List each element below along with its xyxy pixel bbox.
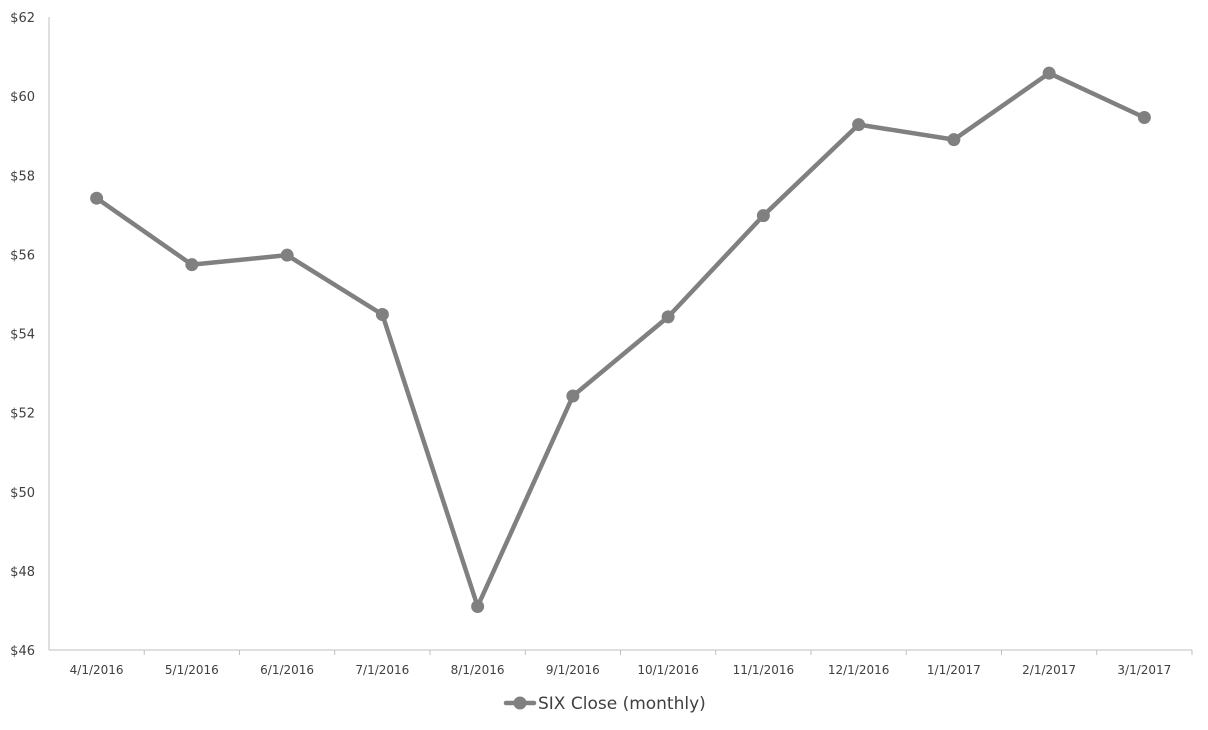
x-tick-label: 11/1/2016 <box>733 663 795 677</box>
y-axis: $46 $48 $50 $52 $54 $56 $58 $60 $62 <box>10 11 50 659</box>
data-point <box>1042 66 1056 80</box>
y-tick-label: $46 <box>10 644 35 659</box>
x-tick-label: 9/1/2016 <box>546 663 600 677</box>
series-layer <box>90 66 1151 613</box>
data-point <box>1137 110 1151 124</box>
x-tick-label: 6/1/2016 <box>260 663 314 677</box>
data-point <box>375 308 389 322</box>
x-tick-label: 4/1/2016 <box>70 663 124 677</box>
data-point <box>471 599 485 613</box>
data-point <box>852 118 866 132</box>
x-tick-label: 1/1/2017 <box>927 663 981 677</box>
y-tick-label: $60 <box>10 90 35 105</box>
x-tick-label: 5/1/2016 <box>165 663 219 677</box>
y-tick-label: $48 <box>10 565 35 580</box>
x-tick-label: 8/1/2016 <box>451 663 505 677</box>
x-tick-label: 3/1/2017 <box>1117 663 1171 677</box>
series-line <box>94 70 1147 609</box>
data-point <box>947 133 961 147</box>
x-tick-label: 12/1/2016 <box>828 663 890 677</box>
y-tick-label: $58 <box>10 169 35 184</box>
data-point <box>185 258 199 272</box>
legend-marker-swatch <box>513 696 527 710</box>
data-point <box>566 389 580 403</box>
legend-label: SIX Close (monthly) <box>538 694 706 714</box>
data-point <box>661 310 675 324</box>
data-point <box>90 191 104 205</box>
data-point <box>756 209 770 223</box>
x-tick-label: 10/1/2016 <box>637 663 699 677</box>
x-axis: 4/1/2016 5/1/2016 6/1/2016 7/1/2016 8/1/2016… <box>49 649 1193 677</box>
x-tick-label: 7/1/2016 <box>355 663 409 677</box>
x-tick-label: 2/1/2017 <box>1022 663 1076 677</box>
y-tick-label: $62 <box>10 11 35 26</box>
y-tick-label: $56 <box>10 248 35 263</box>
y-tick-label: $54 <box>10 328 35 343</box>
data-point <box>280 248 294 262</box>
legend: SIX Close (monthly) <box>503 694 706 714</box>
y-tick-label: $52 <box>10 407 35 422</box>
y-tick-label: $50 <box>10 486 35 501</box>
